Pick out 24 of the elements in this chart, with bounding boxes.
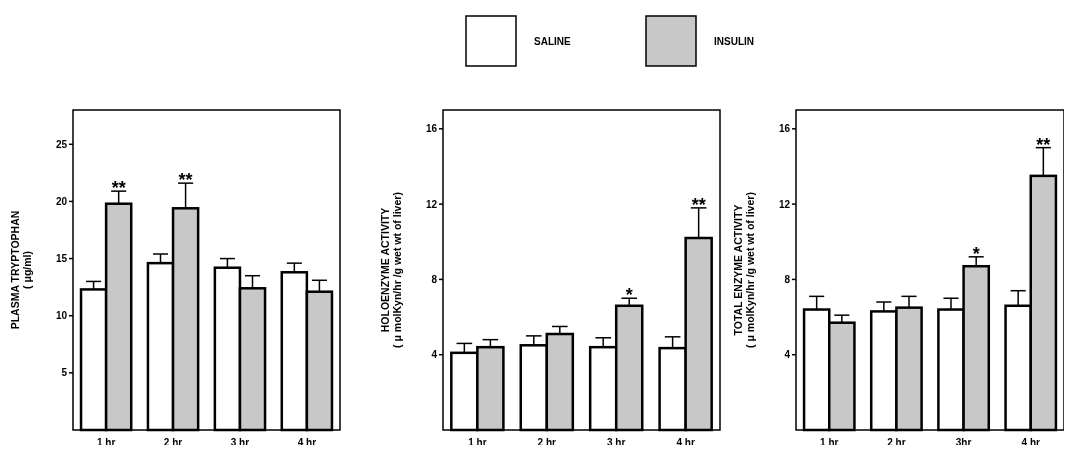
annotation: ** [1036,134,1051,155]
y-tick-label: 16 [778,123,791,135]
y-tick-label: 25 [55,138,68,150]
annotation: * [972,243,980,264]
text: INSULIN [714,36,754,47]
annotation: ** [111,178,126,199]
y-axis-title: PLASMA TRYPTOPHAN ( μg/ml) [8,210,34,330]
y-tick-label: 8 [784,273,791,285]
y-tick-label: 16 [425,123,438,135]
y-tick-label: 12 [425,198,438,210]
annotation: ** [178,170,193,191]
y-tick-label: 15 [55,253,68,265]
text: SALINE [534,36,571,47]
y-axis-title: TOTAL ENZYME ACTIVITY ( μ molKyn/hr /g wet wt of liver) [731,192,757,348]
annotation: ** [691,194,706,215]
y-tick-label: 4 [431,349,438,361]
annotation: * [625,285,633,306]
y-tick-label: 12 [778,198,791,210]
y-tick-label: 10 [55,310,68,322]
y-tick-label: 5 [61,367,68,379]
y-tick-label: 4 [784,349,791,361]
y-axis-title: HOLOENZYME ACTIVITY ( μ molKyn/hr /g wet wt of liver) [378,192,404,348]
y-tick-label: 8 [431,273,438,285]
y-tick-label: 20 [55,195,68,207]
